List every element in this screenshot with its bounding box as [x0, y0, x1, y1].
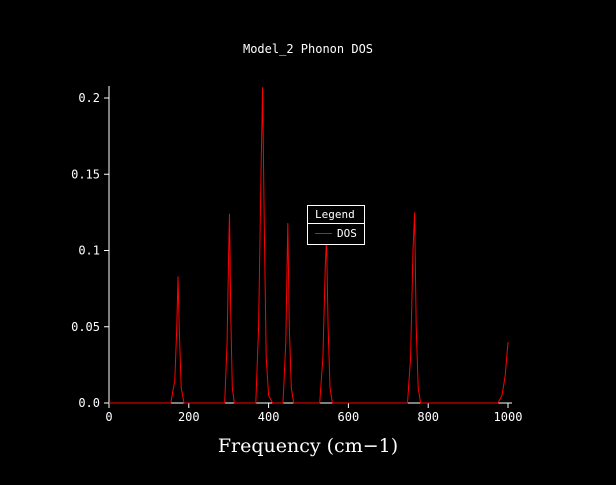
dos-line	[109, 87, 509, 404]
x-tick-label: 600	[338, 410, 360, 424]
chart-title: Model_2 Phonon DOS	[242, 42, 374, 56]
y-tick-label: 0.2	[78, 91, 100, 105]
x-tick-label: 800	[417, 410, 439, 424]
dos-line-sample	[315, 233, 332, 235]
y-tick-label: 0.05	[71, 320, 100, 334]
legend-title: Legend	[307, 205, 365, 225]
x-tick-label: 1000	[494, 410, 523, 424]
legend-entry-dos: DOS	[307, 223, 365, 246]
x-tick-label: 400	[258, 410, 280, 424]
x-tick-label: 0	[105, 410, 112, 424]
y-tick-label: 0.1	[78, 244, 100, 258]
y-tick-label: 0.0	[78, 396, 100, 410]
y-tick-label: 0.15	[71, 167, 100, 181]
x-axis-label: Frequency (cm−1)	[217, 435, 399, 457]
x-tick-label: 200	[178, 410, 200, 424]
legend-entry-label: DOS	[337, 227, 357, 241]
legend-box: Legend DOS	[307, 205, 365, 246]
